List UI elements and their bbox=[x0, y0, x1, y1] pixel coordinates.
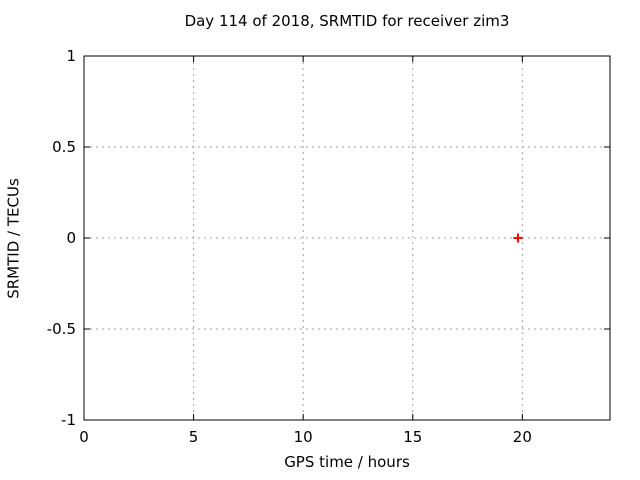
y-tick-label: -1 bbox=[61, 411, 76, 429]
x-tick-label: 5 bbox=[189, 428, 199, 446]
y-tick-label: 0 bbox=[66, 229, 76, 247]
y-tick-label: 1 bbox=[66, 47, 76, 65]
grid-lines bbox=[84, 56, 610, 420]
x-tick-label: 15 bbox=[403, 428, 422, 446]
x-axis-label: GPS time / hours bbox=[284, 453, 410, 471]
axis-ticks bbox=[83, 55, 610, 421]
tick-labels: 0 5 10 15 20 -1 -0.5 0 0.5 1 bbox=[47, 47, 532, 446]
chart-title: Day 114 of 2018, SRMTID for receiver zim… bbox=[184, 12, 510, 30]
x-tick-label: 20 bbox=[513, 428, 532, 446]
series-SRMTID bbox=[513, 233, 523, 243]
y-tick-label: 0.5 bbox=[52, 138, 76, 156]
x-tick-label: 10 bbox=[294, 428, 313, 446]
x-tick-label: 0 bbox=[79, 428, 89, 446]
y-tick-label: -0.5 bbox=[47, 320, 76, 338]
